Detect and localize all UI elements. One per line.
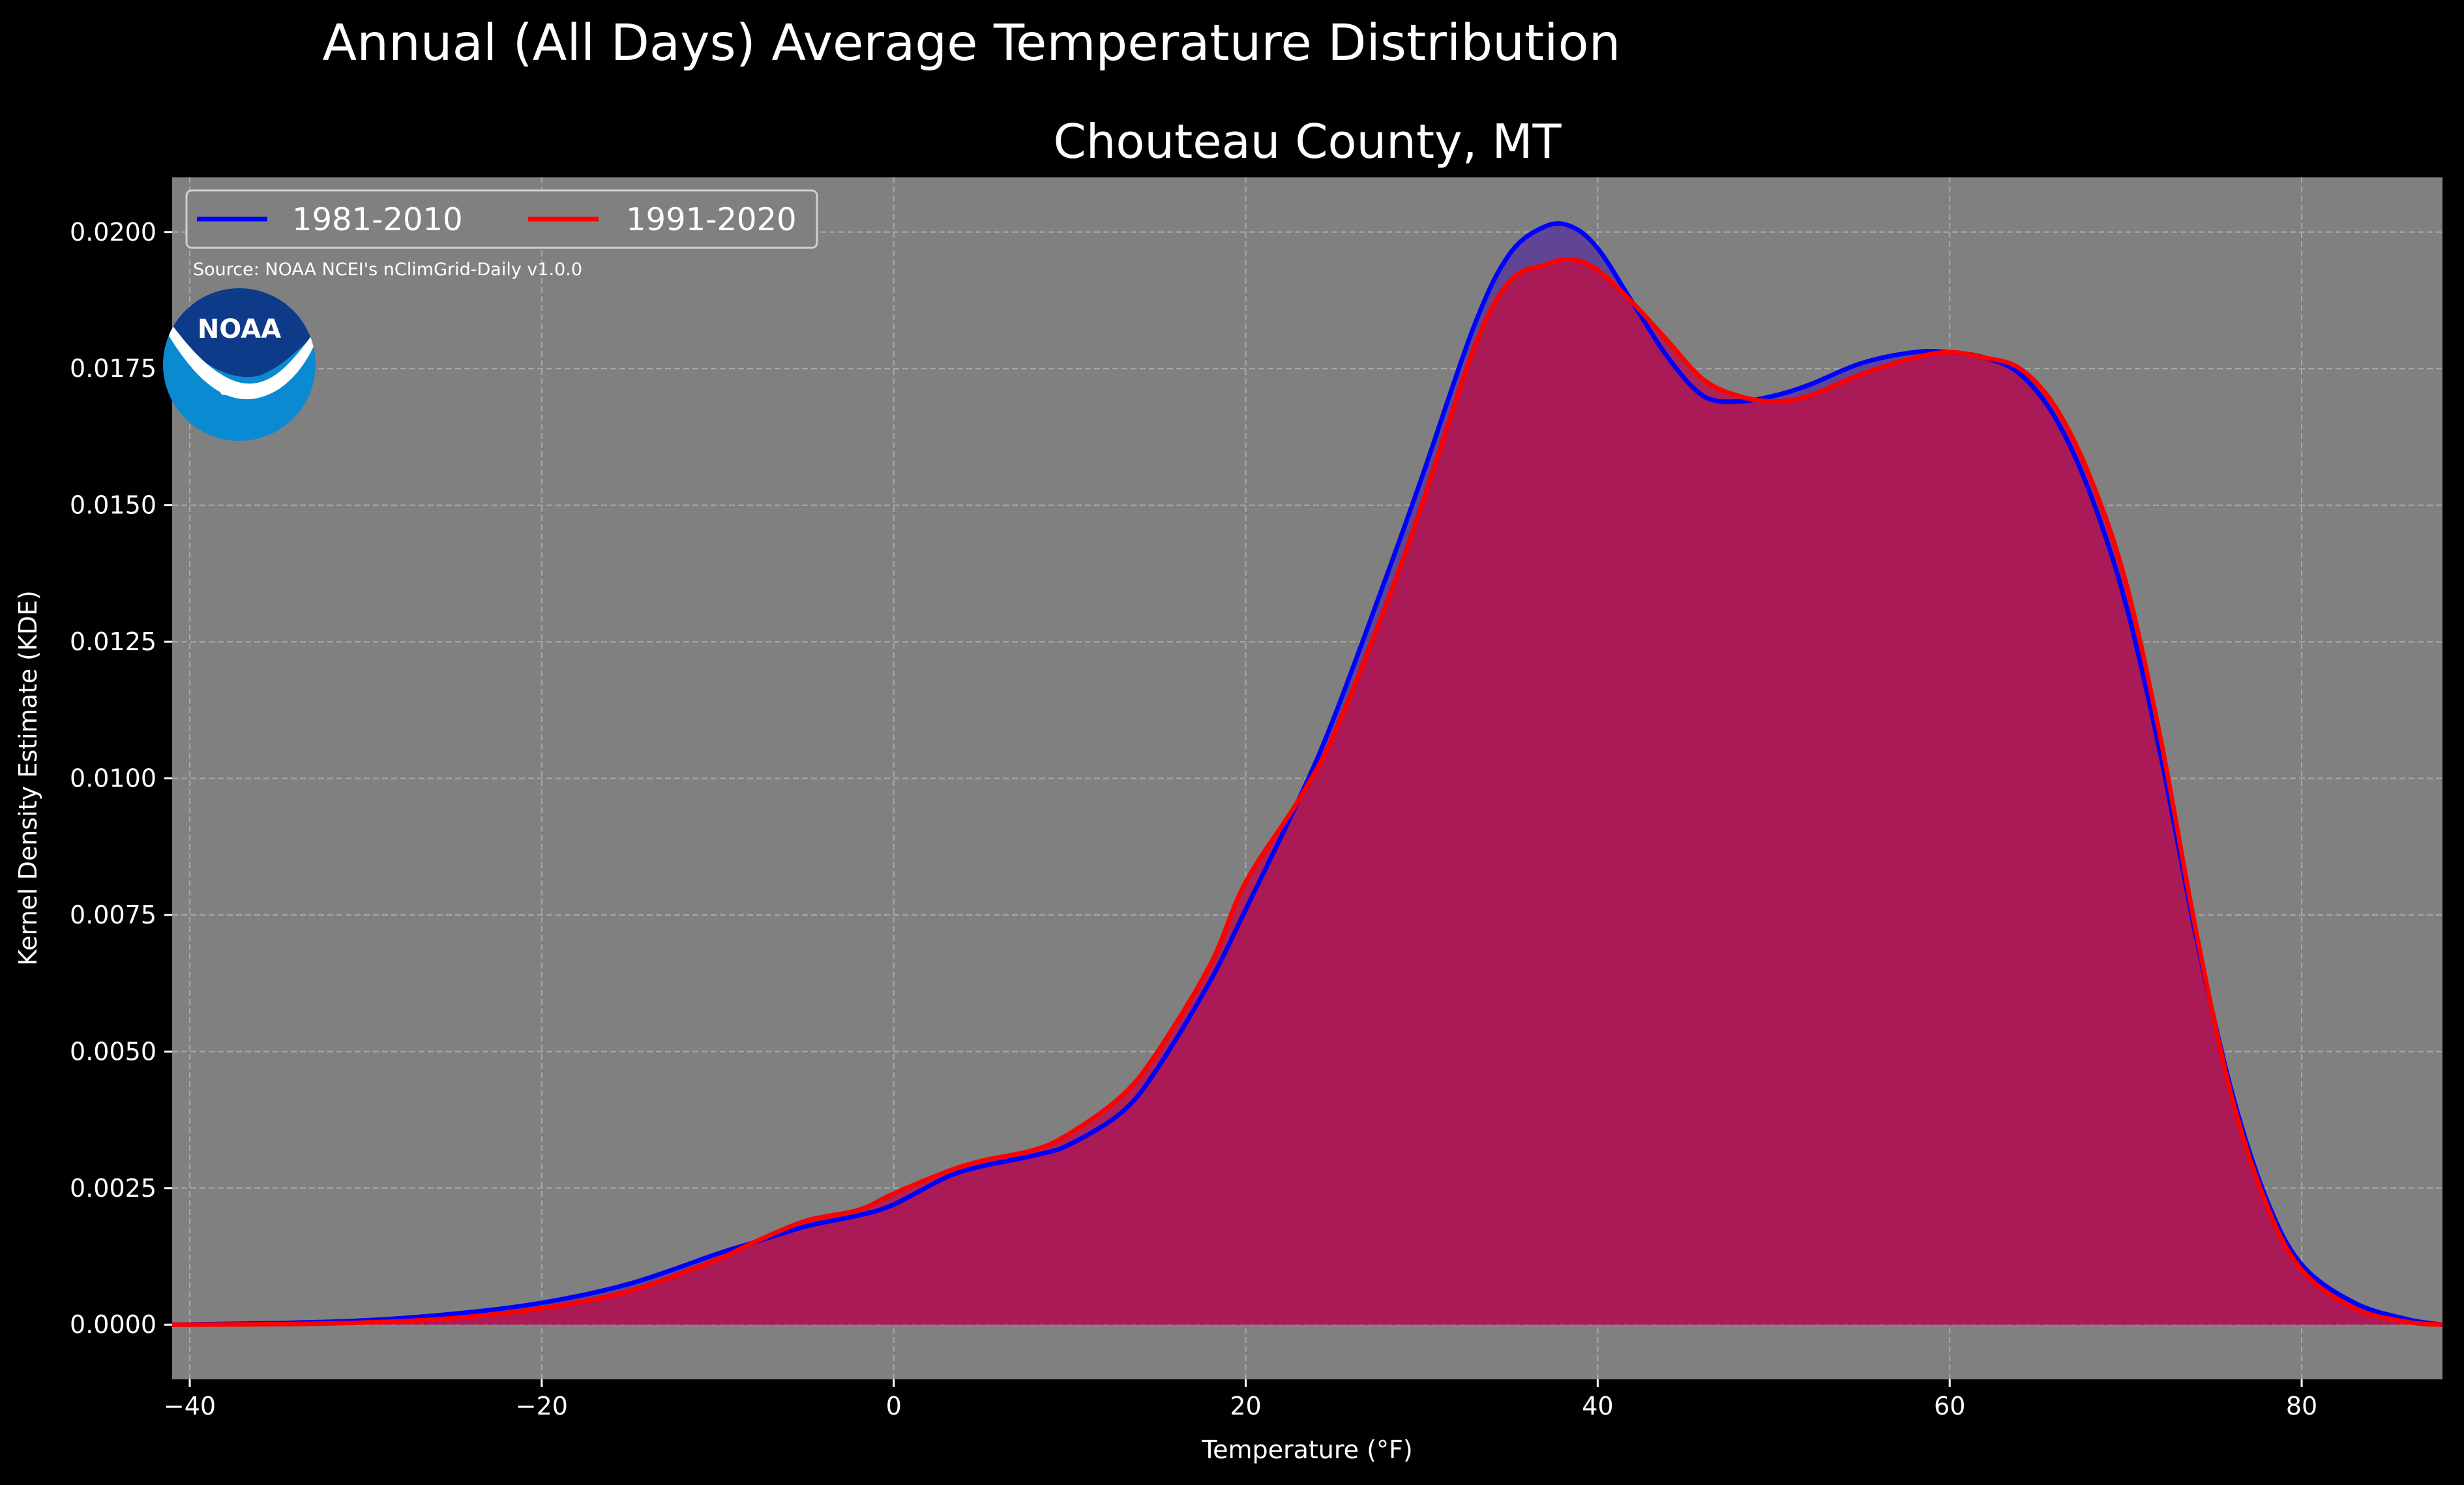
chart-title: Annual (All Days) Average Temperature Di… [323, 14, 1621, 72]
series-area-1991-2020 [172, 259, 2442, 1325]
logo-sky [163, 288, 316, 378]
y-axis-ticks: 0.0000 0.0025 0.0050 0.0075 0.0100 0.0125 0.01… [70, 218, 172, 1339]
legend-label-1991-2020: 1991-2020 [626, 202, 797, 238]
y-tick-label: 0.0050 [70, 1037, 156, 1066]
y-tick-label: 0.0100 [70, 764, 156, 793]
chart-subtitle: Chouteau County, MT [1053, 114, 1562, 169]
x-tick-label: −40 [164, 1392, 216, 1420]
logo-text: NOAA [198, 314, 281, 344]
legend: 1981-2010 1991-2020 [185, 189, 818, 249]
x-tick-label: 20 [1230, 1392, 1261, 1420]
legend-label-1981-2010: 1981-2010 [292, 202, 463, 238]
x-tick-label: 40 [1582, 1392, 1613, 1420]
y-tick-label: 0.0075 [70, 901, 156, 929]
y-tick-label: 0.0000 [70, 1310, 156, 1339]
y-axis-label: Kernel Density Estimate (KDE) [14, 590, 42, 966]
x-tick-label: 80 [2286, 1392, 2317, 1420]
y-tick-label: 0.0025 [70, 1174, 156, 1203]
legend-box [185, 189, 818, 249]
x-axis-ticks: −40 −20 0 20 40 60 80 [164, 1379, 2317, 1420]
y-tick-label: 0.0125 [70, 627, 156, 656]
logo-bird-tail [215, 378, 280, 396]
x-tick-label: 60 [1934, 1392, 1965, 1420]
x-axis-label: Temperature (°F) [1201, 1435, 1412, 1464]
y-tick-label: 0.0175 [70, 354, 156, 383]
logo-bird [163, 313, 316, 400]
series-line-1981-2010 [171, 221, 2443, 1327]
x-tick-label: 0 [886, 1392, 902, 1420]
y-tick-label: 0.0200 [70, 218, 156, 247]
noaa-logo-icon: NOAA [163, 288, 316, 441]
series-line-1991-2020 [171, 256, 2443, 1327]
x-tick-label: −20 [516, 1392, 568, 1420]
source-note: Source: NOAA NCEI's nClimGrid-Daily v1.0… [193, 260, 582, 280]
y-tick-label: 0.0150 [70, 491, 156, 520]
series-layer [171, 221, 2443, 1327]
